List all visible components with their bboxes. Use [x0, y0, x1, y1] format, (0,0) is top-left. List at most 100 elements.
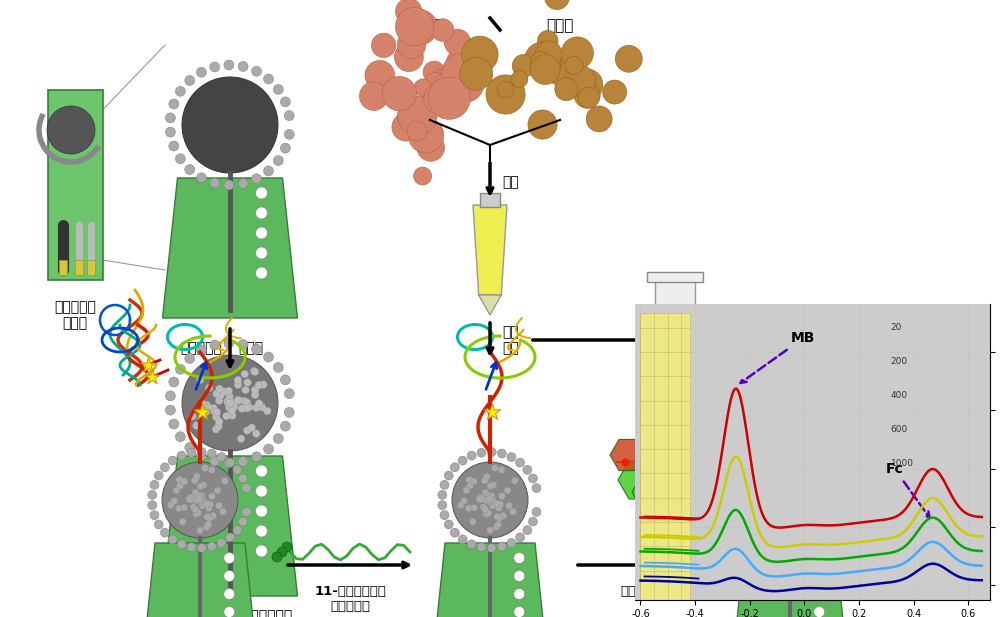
Circle shape	[810, 508, 817, 515]
Point	[617, 457, 633, 467]
Polygon shape	[479, 295, 501, 315]
Circle shape	[175, 432, 185, 442]
Circle shape	[252, 174, 262, 184]
Circle shape	[482, 497, 489, 503]
Circle shape	[224, 399, 232, 407]
Circle shape	[487, 482, 494, 490]
Circle shape	[740, 511, 749, 520]
Polygon shape	[162, 178, 298, 318]
Circle shape	[788, 492, 795, 499]
Circle shape	[224, 397, 231, 405]
Circle shape	[181, 478, 188, 485]
Circle shape	[392, 113, 420, 141]
Circle shape	[150, 481, 159, 489]
Circle shape	[458, 456, 467, 465]
Circle shape	[497, 501, 504, 508]
Circle shape	[793, 524, 800, 531]
Circle shape	[769, 518, 776, 525]
Circle shape	[173, 487, 180, 494]
Circle shape	[798, 466, 805, 473]
Circle shape	[771, 504, 778, 511]
Circle shape	[789, 502, 796, 509]
Circle shape	[280, 143, 290, 153]
Circle shape	[402, 10, 437, 45]
Circle shape	[452, 462, 528, 538]
Circle shape	[175, 505, 182, 512]
Polygon shape	[432, 543, 548, 617]
Circle shape	[797, 501, 804, 508]
Circle shape	[516, 533, 525, 542]
Circle shape	[476, 495, 483, 502]
Circle shape	[185, 165, 195, 175]
Circle shape	[514, 607, 525, 617]
Circle shape	[190, 496, 197, 503]
Text: 600: 600	[891, 425, 908, 434]
Circle shape	[185, 442, 195, 452]
Circle shape	[494, 513, 501, 520]
Circle shape	[264, 444, 274, 454]
Circle shape	[210, 62, 220, 72]
Circle shape	[530, 51, 550, 72]
Circle shape	[776, 495, 783, 502]
Circle shape	[574, 82, 600, 108]
Circle shape	[214, 487, 221, 494]
Circle shape	[182, 355, 278, 451]
Circle shape	[555, 78, 578, 101]
FancyBboxPatch shape	[75, 260, 83, 275]
Circle shape	[187, 543, 196, 552]
Circle shape	[238, 474, 247, 483]
Circle shape	[284, 130, 294, 139]
Circle shape	[804, 487, 811, 494]
Circle shape	[248, 424, 255, 431]
Circle shape	[467, 451, 476, 460]
Circle shape	[200, 482, 207, 489]
Text: 提取
纯化: 提取 纯化	[502, 325, 519, 355]
Polygon shape	[632, 478, 664, 506]
Circle shape	[160, 528, 169, 537]
Circle shape	[238, 62, 248, 72]
Circle shape	[783, 473, 790, 480]
Circle shape	[431, 19, 454, 41]
Circle shape	[777, 494, 784, 501]
Circle shape	[226, 398, 233, 405]
Circle shape	[417, 134, 445, 161]
Circle shape	[814, 571, 825, 581]
Circle shape	[165, 113, 175, 123]
Circle shape	[792, 465, 799, 471]
Polygon shape	[618, 461, 662, 499]
Circle shape	[487, 496, 494, 503]
Circle shape	[428, 77, 470, 119]
Circle shape	[565, 65, 596, 96]
Circle shape	[237, 435, 245, 442]
FancyBboxPatch shape	[48, 90, 103, 280]
Circle shape	[538, 30, 558, 51]
Circle shape	[514, 571, 525, 581]
Circle shape	[280, 97, 290, 107]
Circle shape	[449, 67, 484, 102]
Circle shape	[205, 502, 212, 510]
Circle shape	[185, 75, 195, 86]
Circle shape	[767, 540, 776, 549]
Circle shape	[492, 465, 499, 471]
Circle shape	[497, 449, 506, 458]
Point	[658, 314, 674, 324]
FancyBboxPatch shape	[87, 260, 95, 275]
Circle shape	[738, 491, 747, 499]
Circle shape	[165, 127, 175, 137]
Circle shape	[179, 518, 186, 525]
Polygon shape	[661, 459, 689, 492]
Circle shape	[495, 505, 502, 511]
Circle shape	[483, 510, 490, 518]
Circle shape	[797, 449, 806, 458]
Circle shape	[225, 387, 233, 395]
Polygon shape	[661, 365, 689, 415]
Circle shape	[414, 79, 432, 96]
Circle shape	[498, 466, 505, 473]
Circle shape	[210, 407, 218, 415]
Text: 400: 400	[891, 391, 908, 400]
Circle shape	[782, 506, 789, 513]
FancyBboxPatch shape	[647, 272, 703, 282]
Point	[671, 322, 687, 332]
Circle shape	[516, 458, 525, 467]
Circle shape	[168, 456, 177, 465]
